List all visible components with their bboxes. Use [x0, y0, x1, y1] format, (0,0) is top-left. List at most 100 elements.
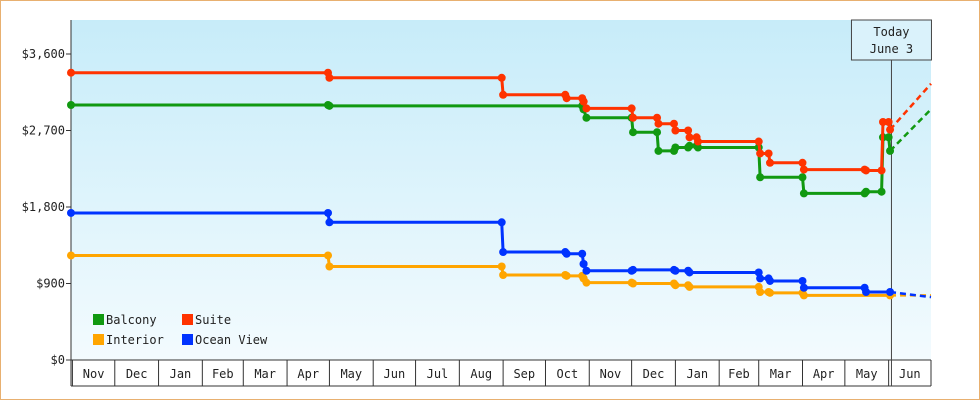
- data-point: [653, 128, 662, 137]
- data-point: [754, 282, 763, 291]
- data-point: [692, 133, 701, 142]
- data-point: [878, 118, 887, 126]
- series-group: [67, 68, 932, 300]
- data-point: [582, 113, 591, 122]
- data-point: [669, 265, 678, 274]
- data-point: [582, 266, 591, 275]
- data-point: [67, 208, 75, 217]
- legend: Balcony Suite Interior Ocean View: [93, 313, 268, 347]
- legend-label: Balcony: [106, 313, 157, 327]
- data-point: [766, 158, 775, 167]
- y-tick-label: $0: [51, 353, 65, 367]
- legend-item-balcony: Balcony: [93, 313, 157, 327]
- legend-item-interior: Interior: [93, 333, 164, 347]
- data-point: [627, 266, 636, 275]
- today-box: [850, 19, 932, 61]
- data-point: [884, 118, 893, 126]
- data-point: [799, 189, 808, 198]
- x-month-label: Dec: [126, 367, 148, 381]
- x-month-label: Aug: [470, 367, 492, 381]
- data-point: [684, 143, 693, 152]
- data-point: [798, 158, 807, 167]
- legend-item-suite: Suite: [182, 313, 231, 327]
- data-point: [756, 173, 765, 182]
- x-month-label: Mar: [770, 367, 792, 381]
- data-point: [764, 288, 773, 296]
- x-month-label: May: [340, 367, 362, 381]
- data-point: [860, 165, 869, 174]
- today-date: June 3: [870, 42, 913, 56]
- data-point: [579, 274, 588, 283]
- data-point: [629, 128, 638, 137]
- legend-swatch: [93, 314, 104, 325]
- data-point: [685, 133, 694, 142]
- data-point: [653, 113, 662, 122]
- data-point: [324, 251, 333, 260]
- data-point: [756, 149, 765, 158]
- x-month-label: Feb: [728, 367, 750, 381]
- x-month-label: Jun: [899, 367, 921, 381]
- y-tick-label: $900: [36, 277, 65, 291]
- data-point: [877, 187, 886, 196]
- data-point: [627, 104, 636, 113]
- data-point: [684, 126, 693, 135]
- data-point: [884, 133, 893, 142]
- data-point: [67, 101, 75, 109]
- data-point: [799, 283, 808, 292]
- x-month-label: Nov: [600, 367, 622, 381]
- x-month-label: May: [856, 367, 878, 381]
- data-point: [654, 146, 663, 155]
- data-point: [325, 262, 334, 271]
- data-point: [561, 90, 570, 99]
- data-point: [764, 149, 773, 158]
- x-month-label: Mar: [254, 367, 276, 381]
- today-marker: Today June 3: [850, 19, 932, 386]
- data-point: [324, 101, 333, 109]
- data-point: [67, 68, 75, 77]
- legend-label: Interior: [106, 333, 164, 347]
- data-point: [669, 119, 678, 128]
- data-point: [684, 266, 693, 275]
- data-point: [754, 268, 763, 277]
- x-month-label: Sep: [513, 367, 535, 381]
- x-month-label: Jan: [170, 367, 192, 381]
- x-month-label: Feb: [212, 367, 234, 381]
- x-month-label: Nov: [83, 367, 105, 381]
- x-axis: Nov Dec Jan Feb Mar Apr May Jun Jul Aug Sep Oct Nov D…: [70, 359, 932, 387]
- data-point: [561, 248, 570, 257]
- data-point: [671, 126, 680, 135]
- data-point: [860, 189, 869, 198]
- data-point: [324, 208, 333, 217]
- x-month-label: Dec: [643, 367, 665, 381]
- data-point: [582, 104, 591, 113]
- data-point: [754, 137, 763, 146]
- data-point: [799, 165, 808, 174]
- data-point: [798, 276, 807, 285]
- series-suite: [67, 68, 932, 175]
- forecast-line-ocean-view: [889, 290, 932, 299]
- data-point: [497, 73, 506, 82]
- data-point: [877, 166, 886, 175]
- data-point: [579, 97, 588, 106]
- data-point: [684, 281, 693, 290]
- legend-swatch: [93, 334, 104, 345]
- legend-label: Ocean View: [195, 333, 268, 347]
- x-month-label: Apr: [813, 367, 835, 381]
- x-month-label: Jun: [384, 367, 406, 381]
- x-month-label: Jul: [427, 367, 449, 381]
- x-month-label: Oct: [557, 367, 579, 381]
- data-point: [669, 279, 678, 288]
- legend-label: Suite: [195, 313, 231, 327]
- data-point: [578, 249, 587, 258]
- data-point: [324, 68, 333, 77]
- legend-item-ocean-view: Ocean View: [182, 333, 268, 347]
- data-point: [497, 262, 506, 271]
- y-tick-label: $2,700: [22, 124, 65, 138]
- data-point: [860, 283, 869, 292]
- forecast-line-suite: [889, 82, 932, 131]
- data-point: [579, 259, 588, 268]
- data-point: [764, 274, 773, 283]
- x-month-label: Jan: [686, 367, 708, 381]
- y-tick-label: $3,600: [22, 47, 65, 61]
